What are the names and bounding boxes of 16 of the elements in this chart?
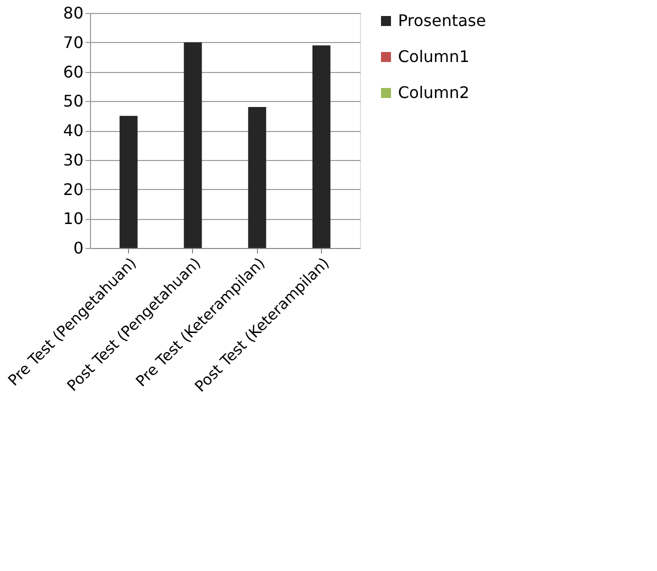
bar bbox=[184, 42, 202, 248]
y-tick-label: 30 bbox=[63, 150, 84, 170]
y-tick-label: 50 bbox=[63, 92, 84, 111]
legend-label: Prosentase bbox=[398, 11, 486, 30]
y-tick-label: 20 bbox=[63, 180, 84, 199]
y-tick-label: 80 bbox=[63, 4, 84, 22]
y-tick-label: 60 bbox=[63, 62, 84, 82]
bar bbox=[248, 107, 266, 248]
y-tick-label: 70 bbox=[63, 32, 84, 52]
legend-label: Column1 bbox=[398, 47, 470, 66]
y-tick-label: 10 bbox=[63, 209, 84, 228]
legend-label: Column2 bbox=[398, 83, 470, 102]
y-tick-label: 0 bbox=[73, 238, 84, 258]
y-tick-label: 40 bbox=[63, 121, 84, 140]
bar bbox=[120, 116, 138, 248]
bar bbox=[312, 45, 330, 248]
